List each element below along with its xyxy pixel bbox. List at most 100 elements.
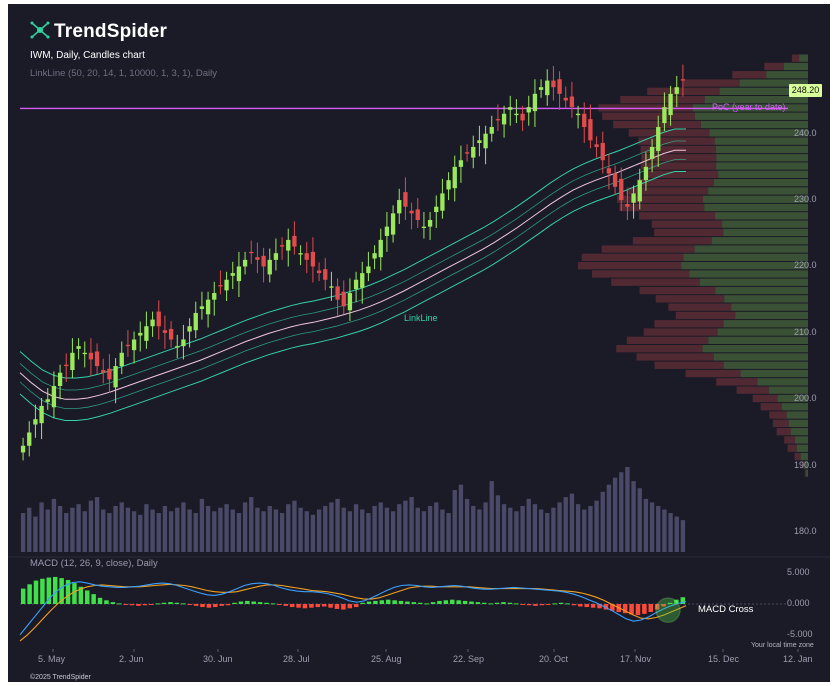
volume-profile-buy [723,320,808,328]
macd-histogram-bar [129,604,135,606]
volume-bar [575,504,581,552]
candle-body [446,180,451,190]
volume-bar [323,505,328,552]
volume-bar [261,511,266,552]
candle-body [218,285,223,287]
candle-body [119,352,124,367]
volume-profile-buy [702,195,808,203]
volume-bar [495,495,501,552]
candle-body [199,306,205,309]
macd-cross-marker [655,597,681,623]
volume-profile-sell [651,220,723,228]
candle-body [187,326,192,332]
volume-bar [545,513,550,552]
volume-bar [193,513,198,552]
macd-histogram-bar [635,604,641,616]
volume-bar [316,509,322,552]
macd-histogram-bar [379,600,385,604]
indicator-label[interactable]: LinkLine (50, 20, 14, 1, 10000, 1, 3, 1)… [30,68,217,79]
volume-profile-buy [717,328,808,336]
volume-bar [335,498,340,552]
volume-profile-buy [708,336,808,344]
volume-profile-sell [639,212,716,220]
candle-body [64,364,69,367]
volume-bar [341,507,346,552]
macd-histogram-bar [78,586,84,604]
candle-body [372,253,377,259]
macd-histogram-bar [520,604,525,605]
volume-bar [205,505,211,552]
volume-bar [656,505,661,552]
macd-histogram-bar [469,601,474,604]
candle-body [230,273,235,276]
candle-body [267,259,272,275]
candle-body [101,370,106,373]
macd-histogram-bar [97,597,103,604]
macd-histogram-bar [213,604,218,608]
candle-body [526,107,531,113]
linkline-lower-band [19,171,686,421]
volume-bar [181,502,186,552]
macd-histogram-bar [206,604,212,608]
volume-bar [606,484,612,552]
candle-body [107,368,112,380]
candle-body [39,405,44,424]
brand-logo: TrendSpider [30,17,167,43]
candle-body [323,269,328,280]
volume-bar [33,516,38,552]
macd-label[interactable]: MACD (12, 26, 9, close), Daily [30,558,158,569]
candle-body [261,255,266,267]
candle-body [427,220,433,227]
volume-profile-buy [731,303,808,311]
macd-histogram-bar [52,576,58,604]
candle-body [360,273,365,288]
macd-histogram-bar [283,604,289,606]
macd-histogram-bar [648,604,654,612]
time-tick-label: 30. Jun [203,654,233,664]
macd-histogram-bar [40,578,45,604]
candle-body [292,235,297,247]
macd-histogram-bar [91,594,96,604]
volume-bar [162,505,168,552]
volume-profile-buy [722,220,808,228]
candle-body [181,339,186,347]
volume-profile-buy [713,179,808,187]
volume-bar [384,507,390,552]
volume-bar [88,500,94,552]
macd-histogram-bar [526,604,532,606]
macd-histogram-bar [347,604,353,609]
macd-histogram-bar [251,601,256,604]
macd-cross-label: MACD Cross [698,604,754,615]
volume-profile-buy [719,87,808,95]
candle-body [643,166,649,181]
volume-bar [212,511,217,552]
price-tick-label: 190.0 [794,459,817,470]
volume-bar [501,504,507,552]
volume-bar [464,498,470,552]
volume-profile-buy [790,428,808,436]
volume-profile-buy [806,469,808,477]
volume-bar [514,511,519,552]
volume-profile-sell [654,361,724,369]
macd-histogram-bar [565,603,570,605]
candle-body [138,332,143,336]
volume-bar [39,502,44,552]
volume-profile-buy [689,270,808,278]
volume-bar [421,511,427,552]
volume-profile-sell [626,336,709,344]
volume-profile-buy [694,245,808,253]
chart-canvas[interactable] [8,4,830,682]
candle-body [600,142,605,161]
candle-body [514,113,519,116]
volume-bar [70,507,75,552]
candle-body [310,251,316,267]
volume-bar [372,505,377,552]
macd-tick-label: 5.000 [787,567,810,578]
candle-body [82,352,87,355]
brand-name: TrendSpider [54,21,168,42]
volume-profile-sell [655,295,725,303]
candle-body [70,352,75,371]
candle-body [193,312,198,331]
volume-bar [643,498,649,552]
candle-body [279,245,285,247]
